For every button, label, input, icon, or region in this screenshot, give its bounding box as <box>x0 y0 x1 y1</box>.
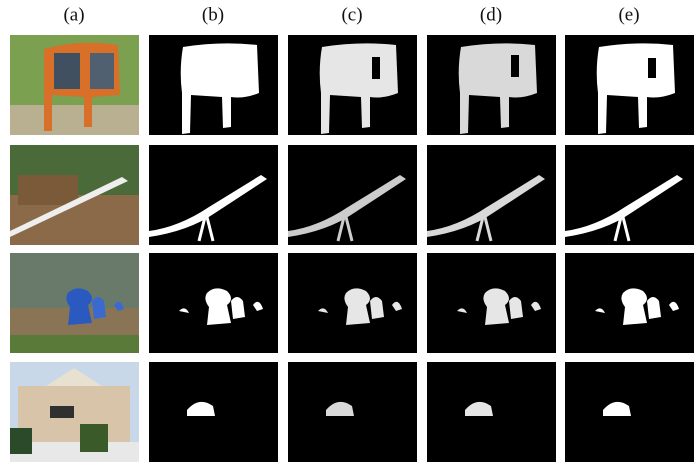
column-label: (d) <box>480 4 502 25</box>
mask-row-2 <box>149 145 694 245</box>
mask-row-4 <box>149 362 694 462</box>
figure: (a) (b) (c) (d) (e) <box>0 0 699 464</box>
photo-phone-booth <box>10 35 139 135</box>
column-label: (c) <box>341 4 362 25</box>
column-label: (a) <box>63 4 84 25</box>
column-label: (b) <box>202 4 224 25</box>
photo-blue-sculptures <box>10 253 139 353</box>
mask-row-3 <box>149 253 694 353</box>
page: (a) (b) (c) (d) (e) <box>0 0 699 464</box>
mask-row-1 <box>149 35 694 135</box>
photo-house <box>10 362 139 462</box>
column-label: (e) <box>618 4 639 25</box>
photo-slide <box>10 145 139 245</box>
